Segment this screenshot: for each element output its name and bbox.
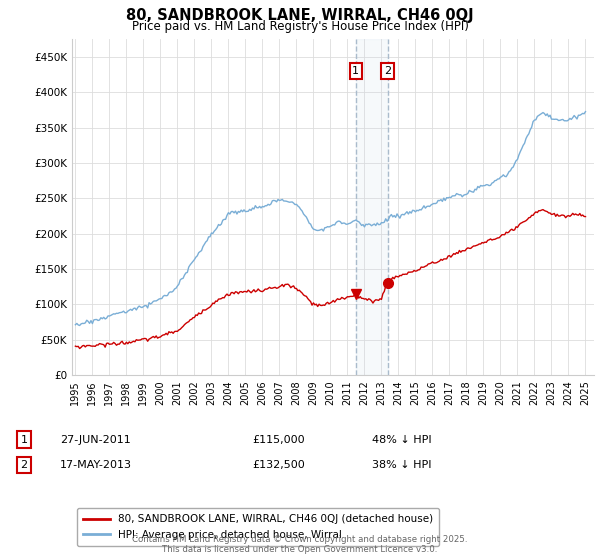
Text: Contains HM Land Registry data © Crown copyright and database right 2025.
This d: Contains HM Land Registry data © Crown c… <box>132 535 468 554</box>
Text: 2: 2 <box>20 460 28 470</box>
Text: 1: 1 <box>352 66 359 76</box>
Text: £115,000: £115,000 <box>252 435 305 445</box>
Legend: 80, SANDBROOK LANE, WIRRAL, CH46 0QJ (detached house), HPI: Average price, detac: 80, SANDBROOK LANE, WIRRAL, CH46 0QJ (de… <box>77 508 439 546</box>
Text: 48% ↓ HPI: 48% ↓ HPI <box>372 435 431 445</box>
Text: 27-JUN-2011: 27-JUN-2011 <box>60 435 131 445</box>
Text: 80, SANDBROOK LANE, WIRRAL, CH46 0QJ: 80, SANDBROOK LANE, WIRRAL, CH46 0QJ <box>126 8 474 24</box>
Text: 1: 1 <box>20 435 28 445</box>
Text: 38% ↓ HPI: 38% ↓ HPI <box>372 460 431 470</box>
Text: 2: 2 <box>384 66 391 76</box>
Text: 17-MAY-2013: 17-MAY-2013 <box>60 460 132 470</box>
Text: £132,500: £132,500 <box>252 460 305 470</box>
Text: Price paid vs. HM Land Registry's House Price Index (HPI): Price paid vs. HM Land Registry's House … <box>131 20 469 32</box>
Bar <box>356 39 388 375</box>
